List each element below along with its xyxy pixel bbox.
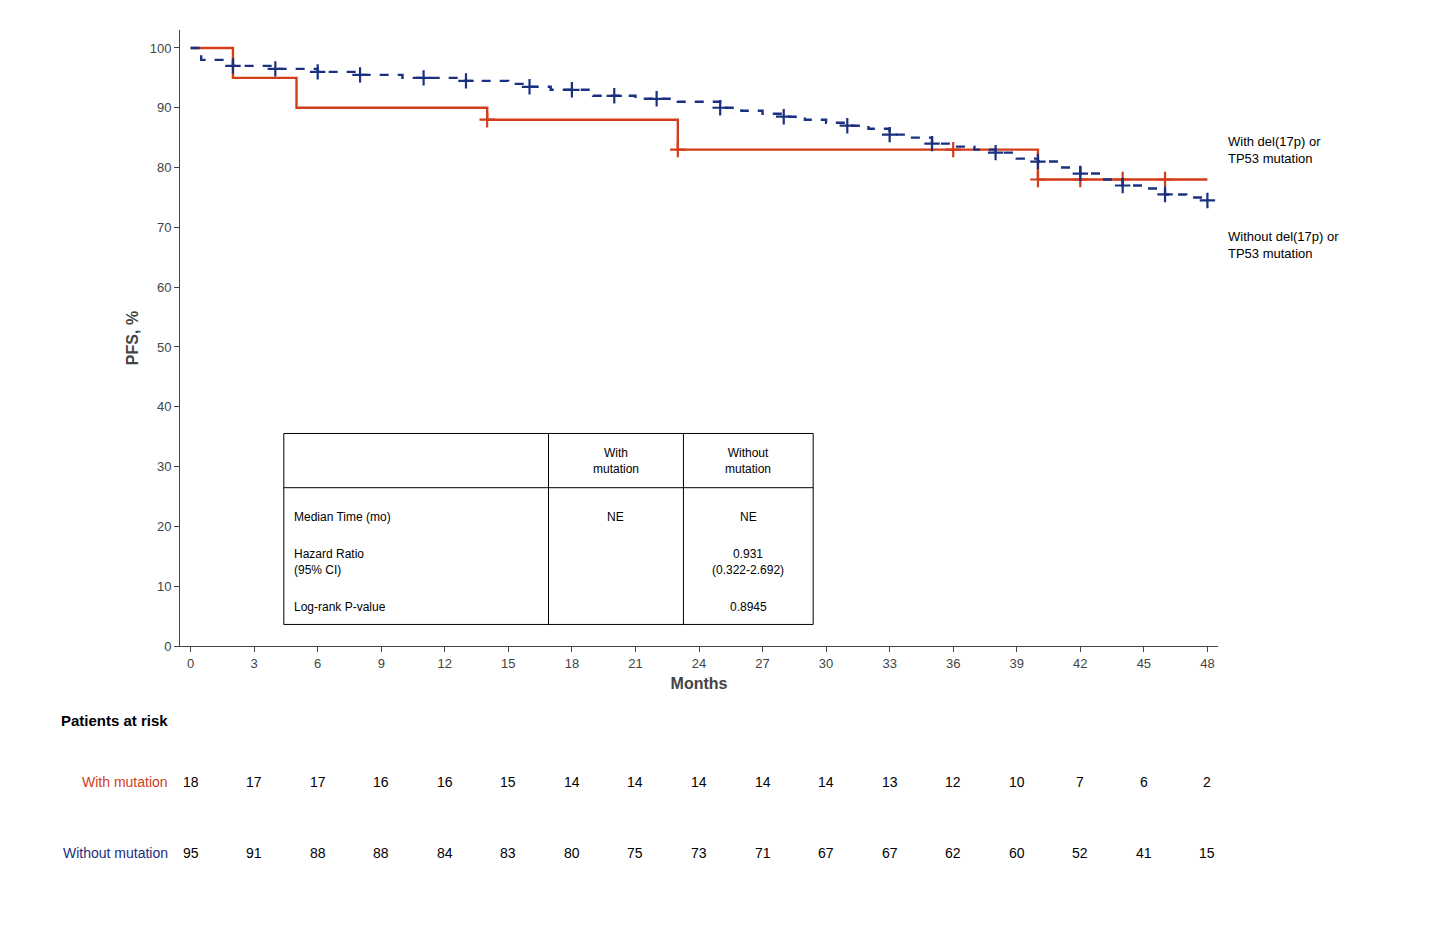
svg-text:17: 17 — [246, 774, 262, 790]
svg-text:Withoutmutation: Withoutmutation — [725, 446, 771, 476]
svg-text:48: 48 — [1200, 656, 1214, 671]
svg-text:Without mutation: Without mutation — [63, 845, 168, 861]
svg-text:NE: NE — [607, 510, 624, 524]
svg-text:15: 15 — [501, 656, 515, 671]
svg-text:27: 27 — [755, 656, 769, 671]
svg-text:16: 16 — [373, 774, 389, 790]
svg-text:62: 62 — [945, 845, 961, 861]
svg-text:50: 50 — [157, 340, 171, 355]
svg-text:67: 67 — [882, 845, 898, 861]
svg-text:16: 16 — [437, 774, 453, 790]
svg-text:3: 3 — [251, 656, 258, 671]
svg-text:45: 45 — [1137, 656, 1151, 671]
svg-text:NE: NE — [740, 510, 757, 524]
svg-text:75: 75 — [627, 845, 643, 861]
svg-text:0: 0 — [164, 639, 171, 654]
svg-text:60: 60 — [1009, 845, 1025, 861]
svg-text:20: 20 — [157, 519, 171, 534]
svg-text:9: 9 — [378, 656, 385, 671]
svg-text:With mutation: With mutation — [82, 774, 168, 790]
svg-text:90: 90 — [157, 100, 171, 115]
svg-text:PFS, %: PFS, % — [124, 311, 141, 365]
svg-text:15: 15 — [500, 774, 516, 790]
svg-text:0.931(0.322-2.692): 0.931(0.322-2.692) — [712, 547, 784, 577]
svg-text:91: 91 — [246, 845, 262, 861]
svg-text:17: 17 — [310, 774, 326, 790]
svg-text:Hazard Ratio(95% CI): Hazard Ratio(95% CI) — [294, 547, 364, 577]
svg-text:100: 100 — [150, 40, 172, 55]
svg-text:0: 0 — [187, 656, 194, 671]
svg-text:88: 88 — [310, 845, 326, 861]
svg-text:67: 67 — [818, 845, 834, 861]
svg-text:70: 70 — [157, 220, 171, 235]
svg-text:12: 12 — [438, 656, 452, 671]
svg-text:36: 36 — [946, 656, 960, 671]
svg-text:88: 88 — [373, 845, 389, 861]
svg-text:71: 71 — [755, 845, 771, 861]
svg-text:2: 2 — [1203, 774, 1211, 790]
svg-text:40: 40 — [157, 399, 171, 414]
svg-text:Median Time (mo): Median Time (mo) — [294, 510, 391, 524]
svg-text:73: 73 — [691, 845, 707, 861]
svg-text:Log-rank P-value: Log-rank P-value — [294, 600, 386, 614]
svg-text:Withmutation: Withmutation — [593, 446, 639, 476]
svg-text:10: 10 — [157, 579, 171, 594]
svg-text:39: 39 — [1010, 656, 1024, 671]
svg-text:6: 6 — [314, 656, 321, 671]
svg-text:60: 60 — [157, 280, 171, 295]
svg-text:With del(17p) orTP53 mutation: With del(17p) orTP53 mutation — [1228, 134, 1321, 166]
svg-text:80: 80 — [564, 845, 580, 861]
svg-text:14: 14 — [755, 774, 771, 790]
svg-text:80: 80 — [157, 160, 171, 175]
svg-text:10: 10 — [1009, 774, 1025, 790]
svg-text:18: 18 — [183, 774, 199, 790]
svg-text:84: 84 — [437, 845, 453, 861]
svg-text:30: 30 — [157, 459, 171, 474]
svg-text:Patients at risk: Patients at risk — [61, 712, 168, 729]
svg-text:12: 12 — [945, 774, 961, 790]
svg-text:14: 14 — [818, 774, 834, 790]
svg-text:14: 14 — [691, 774, 707, 790]
svg-text:7: 7 — [1076, 774, 1084, 790]
svg-text:30: 30 — [819, 656, 833, 671]
svg-text:14: 14 — [564, 774, 580, 790]
svg-text:Without del(17p) orTP53 mutati: Without del(17p) orTP53 mutation — [1228, 229, 1339, 261]
svg-text:14: 14 — [627, 774, 643, 790]
svg-text:24: 24 — [692, 656, 706, 671]
svg-text:15: 15 — [1199, 845, 1215, 861]
svg-text:Months: Months — [671, 675, 728, 692]
svg-text:95: 95 — [183, 845, 199, 861]
svg-text:0.8945: 0.8945 — [730, 600, 767, 614]
svg-text:21: 21 — [628, 656, 642, 671]
svg-text:83: 83 — [500, 845, 516, 861]
svg-text:41: 41 — [1136, 845, 1152, 861]
svg-text:33: 33 — [882, 656, 896, 671]
svg-text:6: 6 — [1140, 774, 1148, 790]
svg-text:18: 18 — [565, 656, 579, 671]
svg-text:13: 13 — [882, 774, 898, 790]
svg-text:52: 52 — [1072, 845, 1088, 861]
svg-text:42: 42 — [1073, 656, 1087, 671]
